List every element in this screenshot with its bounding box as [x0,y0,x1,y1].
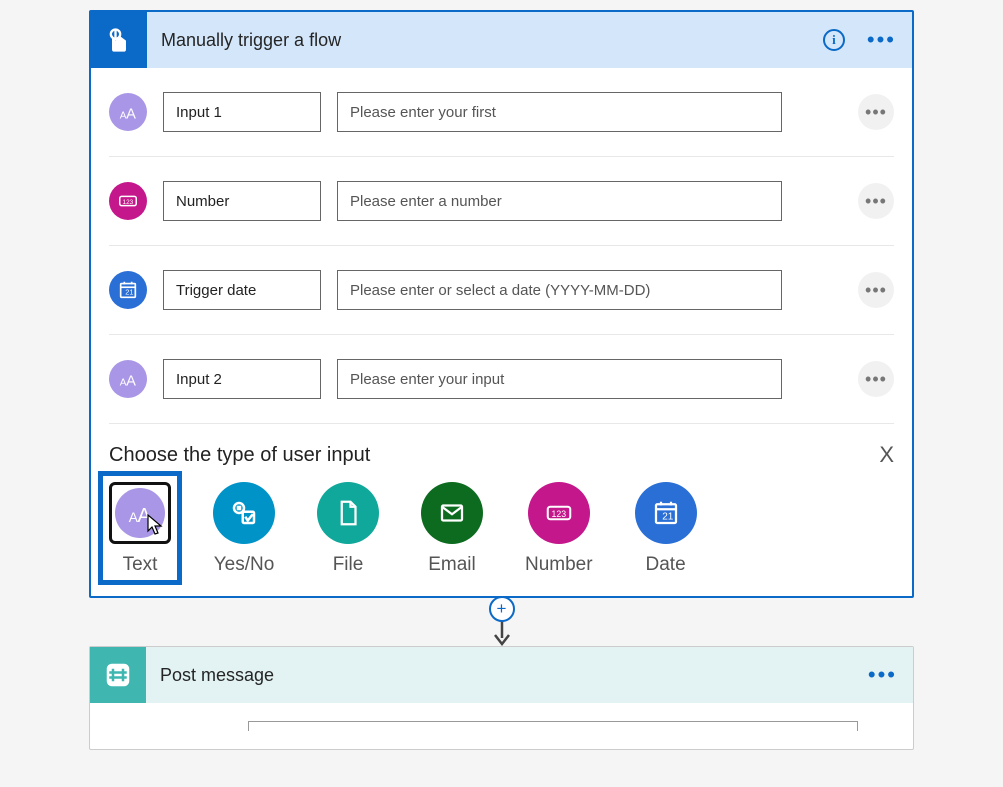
connector: + [89,598,914,646]
input-row: AA Input 2 Please enter your input ••• [109,335,894,424]
svg-text:A: A [126,106,136,122]
choose-input-type-section: Choose the type of user input X AA Text … [91,424,912,596]
date-icon: 21 [635,482,697,544]
type-option-label: Date [646,554,686,576]
svg-text:123: 123 [123,199,134,206]
info-icon[interactable]: i [823,29,845,51]
add-step-button[interactable]: + [489,596,515,622]
text-icon: AA [109,360,147,398]
post-icon [90,647,146,703]
input-row: AA Input 1 Please enter your first ••• [109,68,894,157]
input-name-field[interactable]: Trigger date [163,270,321,310]
input-menu-icon[interactable]: ••• [858,183,894,219]
type-option-yesno[interactable]: Yes/No [213,482,275,576]
type-option-label: File [333,554,364,576]
input-menu-icon[interactable]: ••• [858,272,894,308]
input-name-field[interactable]: Input 1 [163,92,321,132]
inputs-list: AA Input 1 Please enter your first ••• 1… [91,68,912,424]
close-icon[interactable]: X [879,442,894,468]
trigger-icon [91,12,147,68]
input-desc-field[interactable]: Please enter or select a date (YYYY-MM-D… [337,270,782,310]
type-option-email[interactable]: Email [421,482,483,576]
type-option-label: Number [525,554,593,576]
post-header[interactable]: Post message ••• [90,647,913,703]
post-menu-icon[interactable]: ••• [868,662,897,688]
choose-title: Choose the type of user input [109,444,370,467]
type-option-number[interactable]: 123 Number [525,482,593,576]
text-icon: AA [109,93,147,131]
number-icon: 123 [109,182,147,220]
trigger-card: Manually trigger a flow i ••• AA Input 1… [89,10,914,598]
post-title: Post message [160,665,868,686]
input-menu-icon[interactable]: ••• [858,361,894,397]
number-icon: 123 [528,482,590,544]
input-name-field[interactable]: Input 2 [163,359,321,399]
date-icon: 21 [109,271,147,309]
type-options: AA Text Yes/No File Email 123 Number 21 [109,482,894,576]
type-option-file[interactable]: File [317,482,379,576]
input-desc-field[interactable]: Please enter your input [337,359,782,399]
type-option-label: Yes/No [214,554,275,576]
type-option-label: Email [428,554,476,576]
input-row: 21 Trigger date Please enter or select a… [109,246,894,335]
post-field-outline [248,721,858,731]
type-option-label: Text [123,554,158,576]
svg-text:21: 21 [125,288,133,297]
text-icon: AA [109,482,171,544]
svg-text:21: 21 [662,511,674,522]
post-message-card: Post message ••• [89,646,914,750]
yesno-icon [213,482,275,544]
post-body [90,703,913,749]
email-icon [421,482,483,544]
trigger-title: Manually trigger a flow [161,30,823,51]
file-icon [317,482,379,544]
input-menu-icon[interactable]: ••• [858,94,894,130]
arrow-down-icon [491,620,513,646]
trigger-header[interactable]: Manually trigger a flow i ••• [91,12,912,68]
trigger-menu-icon[interactable]: ••• [867,27,896,53]
input-desc-field[interactable]: Please enter a number [337,181,782,221]
svg-text:A: A [126,373,136,389]
input-row: 123 Number Please enter a number ••• [109,157,894,246]
type-option-text[interactable]: AA Text [98,471,182,585]
input-name-field[interactable]: Number [163,181,321,221]
svg-text:123: 123 [551,509,566,519]
input-desc-field[interactable]: Please enter your first [337,92,782,132]
type-option-date[interactable]: 21 Date [635,482,697,576]
